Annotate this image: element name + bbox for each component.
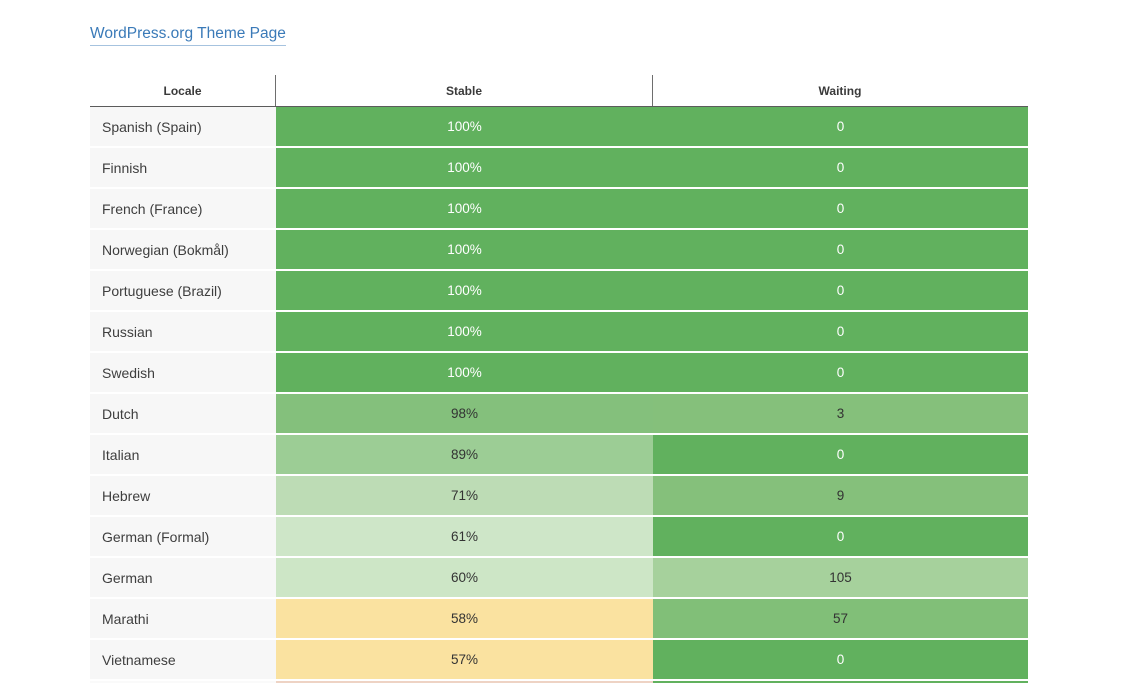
table-row: Dutch 98% 3 [90,394,1028,435]
locale-cell: Vietnamese [90,640,276,679]
stable-cell[interactable]: 57% [276,640,653,679]
table-row: Russian 100% 0 [90,312,1028,353]
table-row: French (France) 100% 0 [90,189,1028,230]
locale-cell: Finnish [90,148,276,187]
stable-cell[interactable]: 60% [276,558,653,597]
table-row: Marathi 58% 57 [90,599,1028,640]
waiting-cell[interactable]: 0 [653,271,1028,310]
locale-cell: Spanish (Spain) [90,107,276,146]
waiting-cell[interactable]: 0 [653,107,1028,146]
stable-cell[interactable]: 61% [276,517,653,556]
table-row: Swedish 100% 0 [90,353,1028,394]
translation-stats-table: Locale Stable Waiting Spanish (Spain) 10… [90,75,1028,683]
stable-cell[interactable]: 71% [276,476,653,515]
waiting-cell-cutoff [653,681,1028,683]
stable-cell[interactable]: 89% [276,435,653,474]
column-header-locale: Locale [90,75,276,106]
waiting-cell[interactable]: 3 [653,394,1028,433]
locale-cell-cutoff [90,681,276,683]
locale-cell: German (Formal) [90,517,276,556]
locale-cell: Marathi [90,599,276,638]
column-header-waiting: Waiting [818,83,862,98]
waiting-cell[interactable]: 57 [653,599,1028,638]
stable-cell[interactable]: 100% [276,353,653,392]
table-row: Portuguese (Brazil) 100% 0 [90,271,1028,312]
stable-cell[interactable]: 100% [276,271,653,310]
stable-cell-cutoff [276,681,653,683]
locale-cell: Norwegian (Bokmål) [90,230,276,269]
stable-cell[interactable]: 100% [276,230,653,269]
table-row-cutoff [90,681,1028,683]
stable-cell[interactable]: 100% [276,189,653,228]
locale-cell: Hebrew [90,476,276,515]
waiting-cell[interactable]: 0 [653,435,1028,474]
locale-cell: Dutch [90,394,276,433]
table-body: Spanish (Spain) 100% 0 Finnish 100% 0 Fr… [90,107,1028,681]
locale-cell: German [90,558,276,597]
waiting-cell[interactable]: 9 [653,476,1028,515]
table-row: Hebrew 71% 9 [90,476,1028,517]
locale-cell: Portuguese (Brazil) [90,271,276,310]
table-header-row: Locale Stable Waiting [90,75,1028,107]
waiting-cell[interactable]: 0 [653,189,1028,228]
waiting-cell[interactable]: 0 [653,148,1028,187]
table-row: German (Formal) 61% 0 [90,517,1028,558]
stable-cell[interactable]: 100% [276,148,653,187]
waiting-cell[interactable]: 105 [653,558,1028,597]
column-header-stable: Stable [276,75,653,106]
waiting-cell[interactable]: 0 [653,312,1028,351]
locale-cell: Italian [90,435,276,474]
locale-cell: Swedish [90,353,276,392]
table-row: Italian 89% 0 [90,435,1028,476]
locale-cell: French (France) [90,189,276,228]
table-row: Norwegian (Bokmål) 100% 0 [90,230,1028,271]
stable-cell[interactable]: 98% [276,394,653,433]
table-row: German 60% 105 [90,558,1028,599]
table-row: Finnish 100% 0 [90,148,1028,189]
waiting-cell[interactable]: 0 [653,517,1028,556]
stable-cell[interactable]: 100% [276,107,653,146]
locale-cell: Russian [90,312,276,351]
waiting-cell[interactable]: 0 [653,353,1028,392]
stable-cell[interactable]: 58% [276,599,653,638]
waiting-cell[interactable]: 0 [653,640,1028,679]
stable-cell[interactable]: 100% [276,312,653,351]
table-row: Vietnamese 57% 0 [90,640,1028,681]
waiting-cell[interactable]: 0 [653,230,1028,269]
table-row: Spanish (Spain) 100% 0 [90,107,1028,148]
wordpress-theme-page-link[interactable]: WordPress.org Theme Page [90,24,286,46]
